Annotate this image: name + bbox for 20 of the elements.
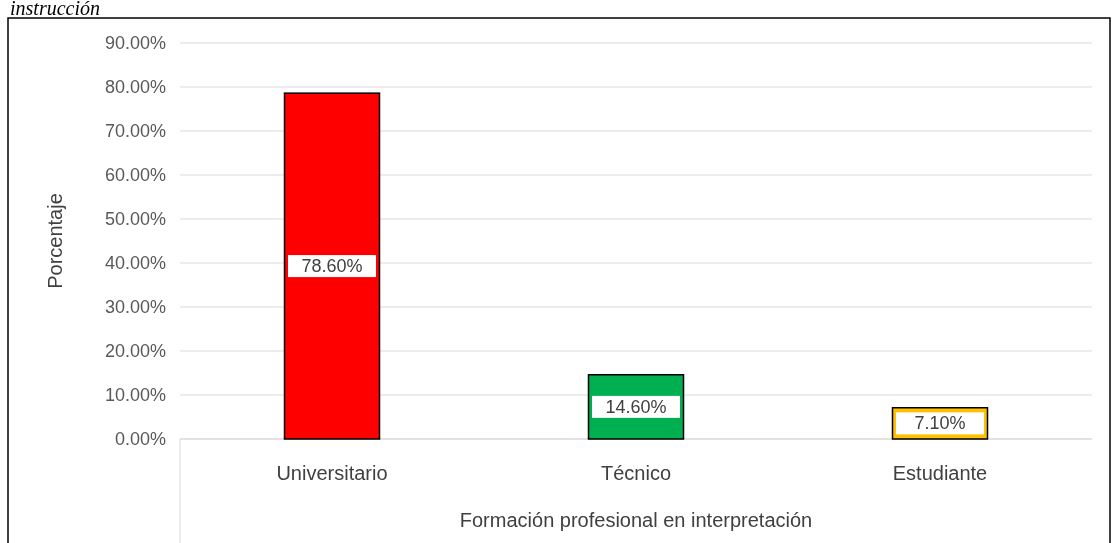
y-tick-label: 30.00% [104,297,166,317]
x-axis-title: Formación profesional en interpretación [459,509,813,531]
x-tick-label: Estudiante [892,462,988,484]
y-axis-title: Porcentaje [44,193,66,289]
y-tick-label: 50.00% [104,209,166,229]
chart-title: instrucción [10,0,100,19]
bar [283,92,381,440]
x-tick-label: Universitario [276,462,388,484]
y-tick-label: 60.00% [104,165,166,185]
y-tick-label: 70.00% [104,121,166,141]
data-label: 7.10% [914,413,966,434]
y-tick-label: 80.00% [104,77,166,97]
y-tick-label: 10.00% [104,385,166,405]
data-label: 78.60% [301,256,363,277]
data-label: 14.60% [605,396,667,417]
x-tick-label: Técnico [600,462,672,484]
y-tick-label: 0.00% [114,429,166,449]
y-tick-label: 90.00% [104,33,166,53]
y-tick-label: 20.00% [104,341,166,361]
y-tick-label: 40.00% [104,253,166,273]
